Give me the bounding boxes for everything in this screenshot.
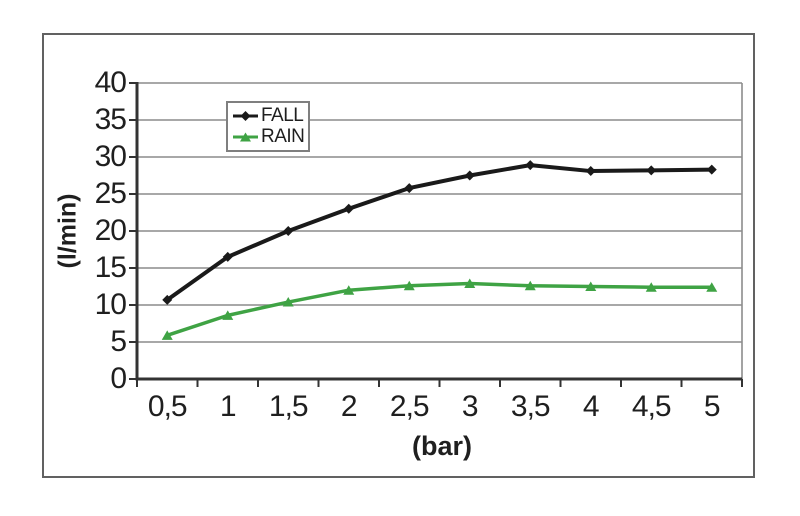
y-tick-label: 35 (94, 103, 127, 136)
rain-triangle-marker (706, 282, 718, 292)
x-tick-label: 1,5 (268, 390, 309, 423)
x-tick-label: 0,5 (147, 390, 188, 423)
x-tick-label: 2 (340, 390, 358, 423)
rain-series-line (165, 281, 714, 338)
legend-label-fall: FALL (261, 104, 304, 126)
legend-item-rain: RAIN (232, 126, 305, 147)
x-tick-label: 2,5 (389, 390, 430, 423)
y-tick-label: 15 (94, 251, 127, 284)
rain-triangle-marker (645, 282, 657, 292)
fall-diamond-marker (404, 183, 415, 194)
figure-frame (42, 33, 755, 478)
x-tick-label: 1 (219, 390, 237, 423)
rain-triangle-marker (464, 278, 476, 289)
fall-diamond-marker (162, 294, 173, 305)
fall-diamond-marker (706, 164, 717, 175)
y-tick-label: 30 (94, 140, 127, 173)
fall-series-line (165, 163, 714, 302)
fall-diamond-marker (464, 170, 475, 181)
fall-diamond-marker (646, 165, 657, 176)
x-tick-label: 5 (703, 390, 721, 423)
y-tick-label: 40 (94, 66, 127, 99)
y-tick-label: 10 (94, 288, 127, 321)
x-tick-label: 4,5 (631, 390, 672, 423)
legend-label-rain: RAIN (261, 125, 305, 147)
y-tick-label: 20 (94, 214, 127, 247)
rain-triangle-marker (585, 281, 597, 291)
x-tick-label: 3 (461, 390, 479, 423)
rain-triangle-marker (524, 280, 536, 291)
legend-item-fall: FALL (232, 105, 305, 126)
rain-triangle-marker (282, 297, 294, 307)
fall-diamond-marker (585, 166, 596, 177)
y-tick-label: 0 (110, 362, 127, 395)
x-tick-label: 4 (582, 390, 600, 423)
fall-diamond-marker (525, 160, 536, 171)
fall-diamond-marker (222, 251, 233, 262)
legend: FALL RAIN (226, 101, 310, 152)
rain-triangle-marker (403, 280, 415, 291)
rain-triangle-marker (343, 285, 355, 295)
x-axis-title: (bar) (412, 431, 472, 461)
fall-diamond-marker (343, 203, 354, 214)
fall-diamond-marker-icon (233, 110, 258, 121)
rain-triangle-marker (222, 310, 234, 320)
x-tick-label: 3,5 (510, 390, 551, 423)
fall-diamond-marker (283, 226, 294, 236)
y-tick-label: 5 (110, 325, 127, 358)
y-tick-label: 25 (94, 177, 127, 210)
rain-triangle-marker (161, 330, 173, 340)
rain-triangle-marker-icon (233, 132, 258, 141)
